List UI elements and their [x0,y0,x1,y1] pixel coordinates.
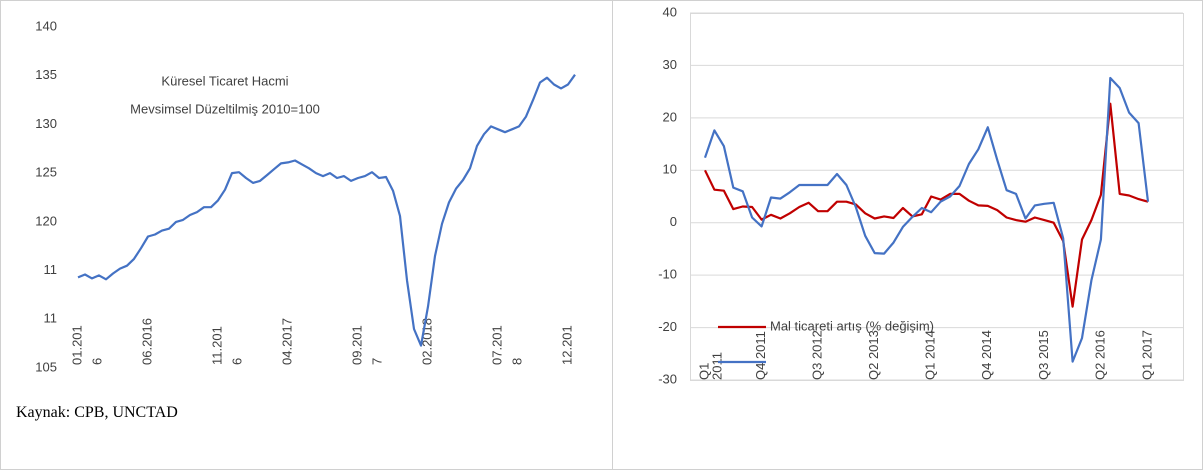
y-tick-label: 125 [35,165,57,180]
y-tick-label: 135 [35,67,57,82]
y-tick-label: 0 [670,214,677,229]
y-tick-label: 120 [35,213,57,228]
x-tick-label: 8 [509,358,524,365]
y-tick-label: 105 [35,359,57,374]
x-tick-label: 01.201 [69,325,84,365]
x-tick-label: 6 [229,358,244,365]
x-tick-label: Q1 2014 [923,330,938,380]
legend-label: Mal ticareti artış (% değişim) [770,318,934,333]
annotation: Mevsimsel Düzeltilmiş 2010=100 [130,101,320,116]
y-tick-label: 10 [663,162,677,177]
y-tick-label: 30 [663,57,677,72]
data-line [703,76,1150,363]
x-tick-label: 12.201 [559,325,574,365]
x-tick-label: Q1 [696,363,711,380]
y-tick-label: -20 [658,319,677,334]
y-tick-label: 130 [35,116,57,131]
x-tick-label: 07.201 [489,325,504,365]
y-tick-label: 20 [663,109,677,124]
y-tick-label: 11 [44,311,58,326]
data-line [704,102,1149,308]
source-note: Kaynak: CPB, UNCTAD [16,404,178,421]
x-tick-label: Q3 2015 [1036,330,1051,380]
x-tick-label: 09.201 [349,325,364,365]
x-tick-label: 11.201 [209,326,224,365]
x-tick-label: Q4 2011 [753,331,768,380]
y-tick-label: 11 [44,262,58,277]
x-tick-label: 04.2017 [279,318,294,365]
plot-frame [690,13,1184,381]
y-tick-label: -30 [658,371,677,386]
x-tick-label: 7 [369,358,384,365]
x-tick-label: Q4 2014 [979,330,994,380]
annotation: Küresel Ticaret Hacmi [161,73,288,88]
y-tick-label: 40 [663,4,677,19]
x-tick-label: 6 [89,358,104,365]
x-tick-label: Q1 2017 [1139,330,1154,380]
data-line [77,74,576,347]
y-tick-label: -10 [658,267,677,282]
x-tick-label: 2011 [709,352,724,380]
x-tick-label: 06.2016 [139,318,154,365]
x-tick-label: Q3 2012 [810,330,825,380]
x-tick-label: Q2 2016 [1092,330,1107,380]
y-tick-label: 140 [35,18,57,33]
x-tick-label: Q2 2013 [866,330,881,380]
